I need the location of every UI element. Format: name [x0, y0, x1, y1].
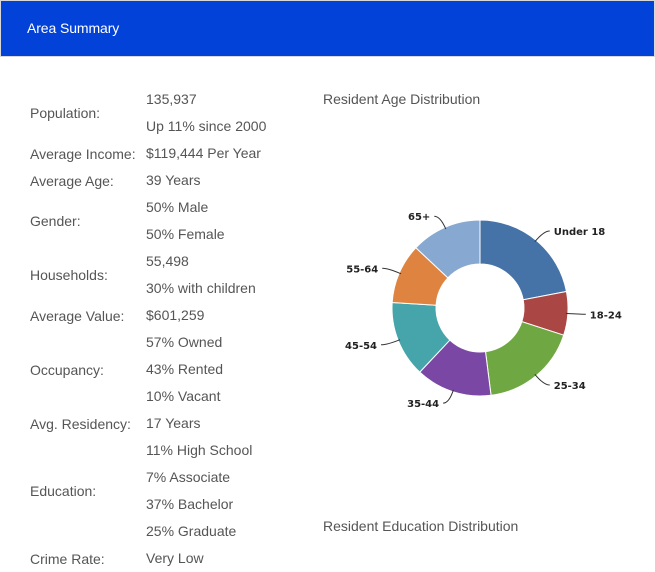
stat-label: Average Value: — [30, 307, 125, 324]
slice-label: 18-24 — [590, 310, 622, 321]
slice-connector — [382, 267, 402, 275]
stat-values: 135,937 Up 11% since 2000 — [146, 86, 300, 140]
stat-values: 11% High School 7% Associate 37% Bachelor 2… — [146, 437, 300, 545]
stat-value: $601,259 — [146, 307, 205, 323]
stat-row: Avg. Residency: 17 Years — [30, 410, 300, 437]
stat-label: Average Age: — [30, 172, 114, 189]
stat-label: Gender: — [30, 213, 81, 229]
area-summary-stats: Population: 135,937 Up 11% since 2000 Avera… — [30, 86, 300, 572]
age-distribution-donut-chart: Under 18 18-24 25-34 35-44 45-54 55-64 65+ — [345, 212, 622, 410]
stat-value: Very Low — [146, 550, 204, 566]
stat-value: 30% with children — [146, 280, 256, 296]
stat-label: Population: — [30, 105, 101, 121]
stat-value: 39 Years — [146, 172, 201, 188]
slice-label: 45-54 — [345, 341, 377, 352]
slice-connector — [534, 373, 550, 386]
stat-row: Education: 11% High School 7% Associate 37%… — [30, 437, 300, 545]
stat-label: Average Income: — [30, 145, 136, 162]
stat-values: 57% Owned 43% Rented 10% Vacant — [146, 329, 300, 410]
stat-values: 39 Years — [146, 167, 300, 194]
stat-label: Households: — [30, 267, 108, 283]
stat-value: 50% Male — [146, 199, 209, 215]
stat-label: Education: — [30, 483, 97, 499]
stat-label: Occupancy: — [30, 361, 104, 378]
stat-value: 37% Bachelor — [146, 496, 234, 512]
stat-row: Households: 55,498 30% with children — [30, 248, 300, 302]
stat-values: 55,498 30% with children — [146, 248, 300, 302]
stat-row: Gender: 50% Male 50% Female — [30, 194, 300, 248]
stat-values: $119,444 Per Year — [146, 140, 300, 167]
stat-value: $119,444 Per Year — [146, 145, 261, 161]
donut-slice[interactable] — [415, 219, 481, 279]
stat-value: 135,937 — [146, 91, 197, 107]
stat-row: Average Value: $601,259 — [30, 302, 300, 329]
stat-values: Very Low — [146, 545, 300, 572]
stat-label: Crime Rate: — [30, 550, 105, 567]
stat-value: 55,498 — [146, 253, 189, 269]
stat-values: 50% Male 50% Female — [146, 194, 300, 248]
stat-label: Avg. Residency: — [30, 415, 131, 432]
slice-connector — [434, 215, 447, 230]
stat-value: 7% Associate — [146, 469, 231, 485]
slice-label: Under 18 — [554, 227, 606, 238]
stat-value: 17 Years — [146, 415, 201, 431]
stat-value: Up 11% since 2000 — [146, 118, 267, 134]
education-distribution-title: Resident Education Distribution — [323, 518, 519, 534]
panel-title: Area Summary — [27, 20, 120, 36]
stat-row: Population: 135,937 Up 11% since 2000 — [30, 86, 300, 140]
stat-value: 10% Vacant — [146, 388, 221, 404]
slice-label: 55-64 — [346, 264, 378, 275]
stat-values: 17 Years — [146, 410, 300, 437]
slice-connector — [565, 312, 586, 315]
slice-label: 65+ — [408, 212, 430, 223]
stat-values: $601,259 — [146, 302, 300, 329]
stat-value: 50% Female — [146, 226, 225, 242]
stat-row: Average Age: 39 Years — [30, 167, 300, 194]
donut-slice[interactable] — [484, 320, 565, 396]
slice-label: 25-34 — [554, 381, 586, 392]
slice-label: 35-44 — [407, 399, 439, 410]
age-distribution-title: Resident Age Distribution — [323, 91, 481, 107]
stat-row: Crime Rate: Very Low — [30, 545, 300, 572]
slice-connector — [534, 230, 550, 243]
panel-header: Area Summary — [0, 0, 655, 57]
stat-row: Average Income: $119,444 Per Year — [30, 140, 300, 167]
slice-connector — [443, 389, 454, 404]
stat-row: Occupancy: 57% Owned 43% Rented 10% Vacant — [30, 329, 300, 410]
stat-value: 57% Owned — [146, 334, 223, 350]
slice-connector — [381, 339, 401, 346]
stat-value: 43% Rented — [146, 361, 224, 377]
stat-value: 25% Graduate — [146, 523, 237, 539]
stat-value: 11% High School — [146, 442, 253, 458]
